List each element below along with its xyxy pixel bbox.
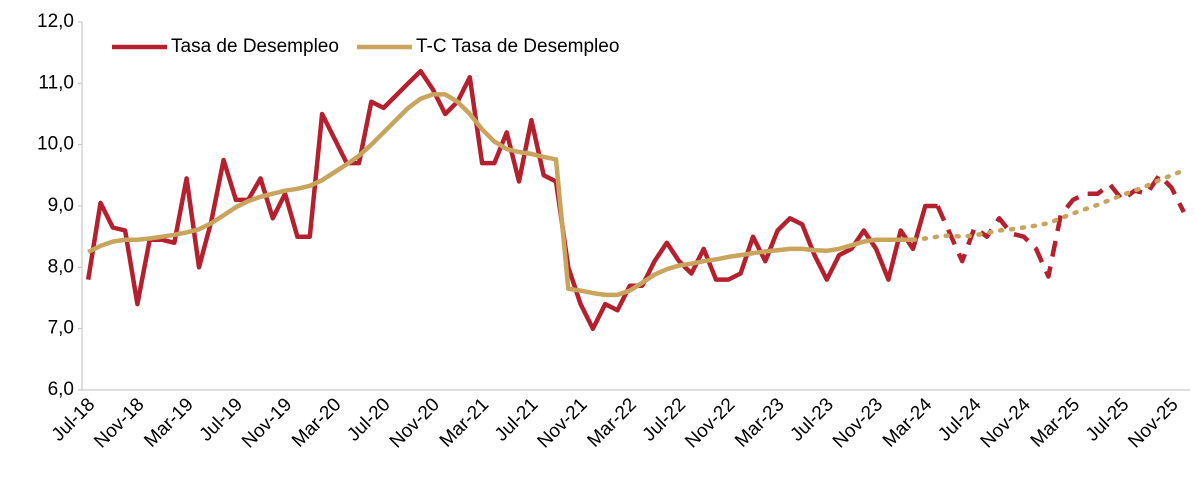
x-tick-label: Mar-20 — [288, 394, 345, 451]
y-tick-label: 6,0 — [48, 379, 74, 400]
y-tick-label: 8,0 — [48, 256, 74, 277]
x-tick-label: Nov-24 — [977, 394, 1035, 452]
x-tick-label: Nov-25 — [1124, 394, 1182, 452]
x-tick-label: Mar-21 — [436, 394, 493, 451]
y-tick-label: 12,0 — [37, 11, 74, 32]
series-line — [935, 173, 1186, 279]
series-line — [85, 68, 938, 331]
y-tick-label: 9,0 — [48, 195, 74, 216]
x-tick-label: Mar-25 — [1027, 394, 1084, 451]
x-tick-label: Mar-19 — [140, 394, 197, 451]
legend-label: Tasa de Desempleo — [171, 36, 339, 57]
y-tick-label: 10,0 — [37, 134, 74, 155]
x-tick-label: Mar-23 — [731, 394, 788, 451]
x-tick-label: Nov-19 — [238, 394, 296, 452]
x-tick-label: Nov-18 — [90, 394, 148, 452]
x-tick-label: Nov-20 — [386, 394, 444, 452]
x-tick-label: Nov-21 — [534, 394, 592, 452]
x-tick-label: Mar-24 — [879, 394, 937, 452]
x-tick-label: Mar-22 — [584, 394, 641, 451]
y-tick-label: 7,0 — [48, 318, 74, 339]
x-tick-label: Nov-22 — [681, 394, 739, 452]
legend-label: T-C Tasa de Desempleo — [416, 36, 619, 57]
x-tick-label: Nov-23 — [829, 394, 887, 452]
series-line — [87, 92, 913, 298]
series-line — [910, 168, 1187, 242]
y-tick-label: 11,0 — [38, 72, 74, 93]
